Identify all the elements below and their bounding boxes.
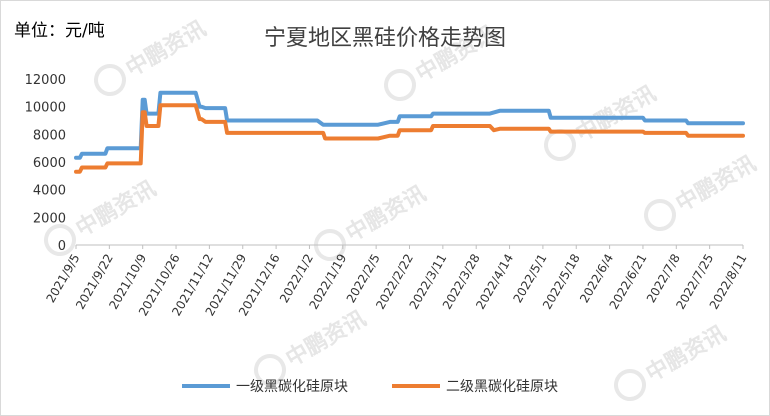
legend-label-2: 二级黑碳化硅原块 [446, 379, 558, 395]
watermark-logo: 中鹏资讯 [314, 181, 431, 261]
y-tick-label: 8000 [33, 128, 66, 143]
y-tick-label: 2000 [33, 211, 66, 226]
unit-label: 单位：元/吨 [14, 21, 105, 41]
watermark-text: 中鹏资讯 [641, 321, 730, 388]
watermark-circle-icon [614, 369, 646, 401]
watermark-text: 中鹏资讯 [341, 181, 430, 248]
y-tick-label: 12000 [25, 73, 66, 88]
series-line-2 [74, 103, 745, 174]
watermark-text: 中鹏资讯 [671, 151, 760, 218]
y-tick-label: 6000 [33, 156, 66, 171]
watermark-text: 中鹏资讯 [71, 176, 160, 243]
watermark-circle-icon [314, 229, 346, 261]
legend: 一级黑碳化硅原块 二级黑碳化硅原块 [182, 379, 558, 395]
watermark-text: 中鹏资讯 [281, 306, 370, 373]
y-tick-label: 10000 [25, 101, 66, 116]
watermark-logo: 中鹏资讯 [544, 81, 661, 161]
watermark-circle-icon [384, 69, 416, 101]
y-axis: 0 2000 4000 6000 8000 10000 12000 [25, 73, 66, 254]
x-axis: 2021/9/52021/9/222021/10/92021/10/262021… [44, 244, 750, 318]
legend-label-1: 一级黑碳化硅原块 [236, 379, 348, 395]
watermark-logo: 中鹏资讯 [614, 321, 731, 401]
watermark-text: 中鹏资讯 [571, 81, 660, 148]
watermark-circle-icon [94, 64, 126, 96]
y-tick-label: 4000 [33, 184, 66, 199]
y-tick-label: 0 [58, 239, 66, 254]
series-lines [74, 90, 745, 174]
watermark-circle-icon [644, 199, 676, 231]
watermark-logo: 中鹏资讯 [254, 306, 371, 386]
watermark-circle-icon [254, 354, 286, 386]
watermark-circle-icon [44, 224, 76, 256]
chart-title: 宁夏地区黑硅价格走势图 [263, 26, 506, 51]
watermark-logo: 中鹏资讯 [644, 151, 761, 231]
